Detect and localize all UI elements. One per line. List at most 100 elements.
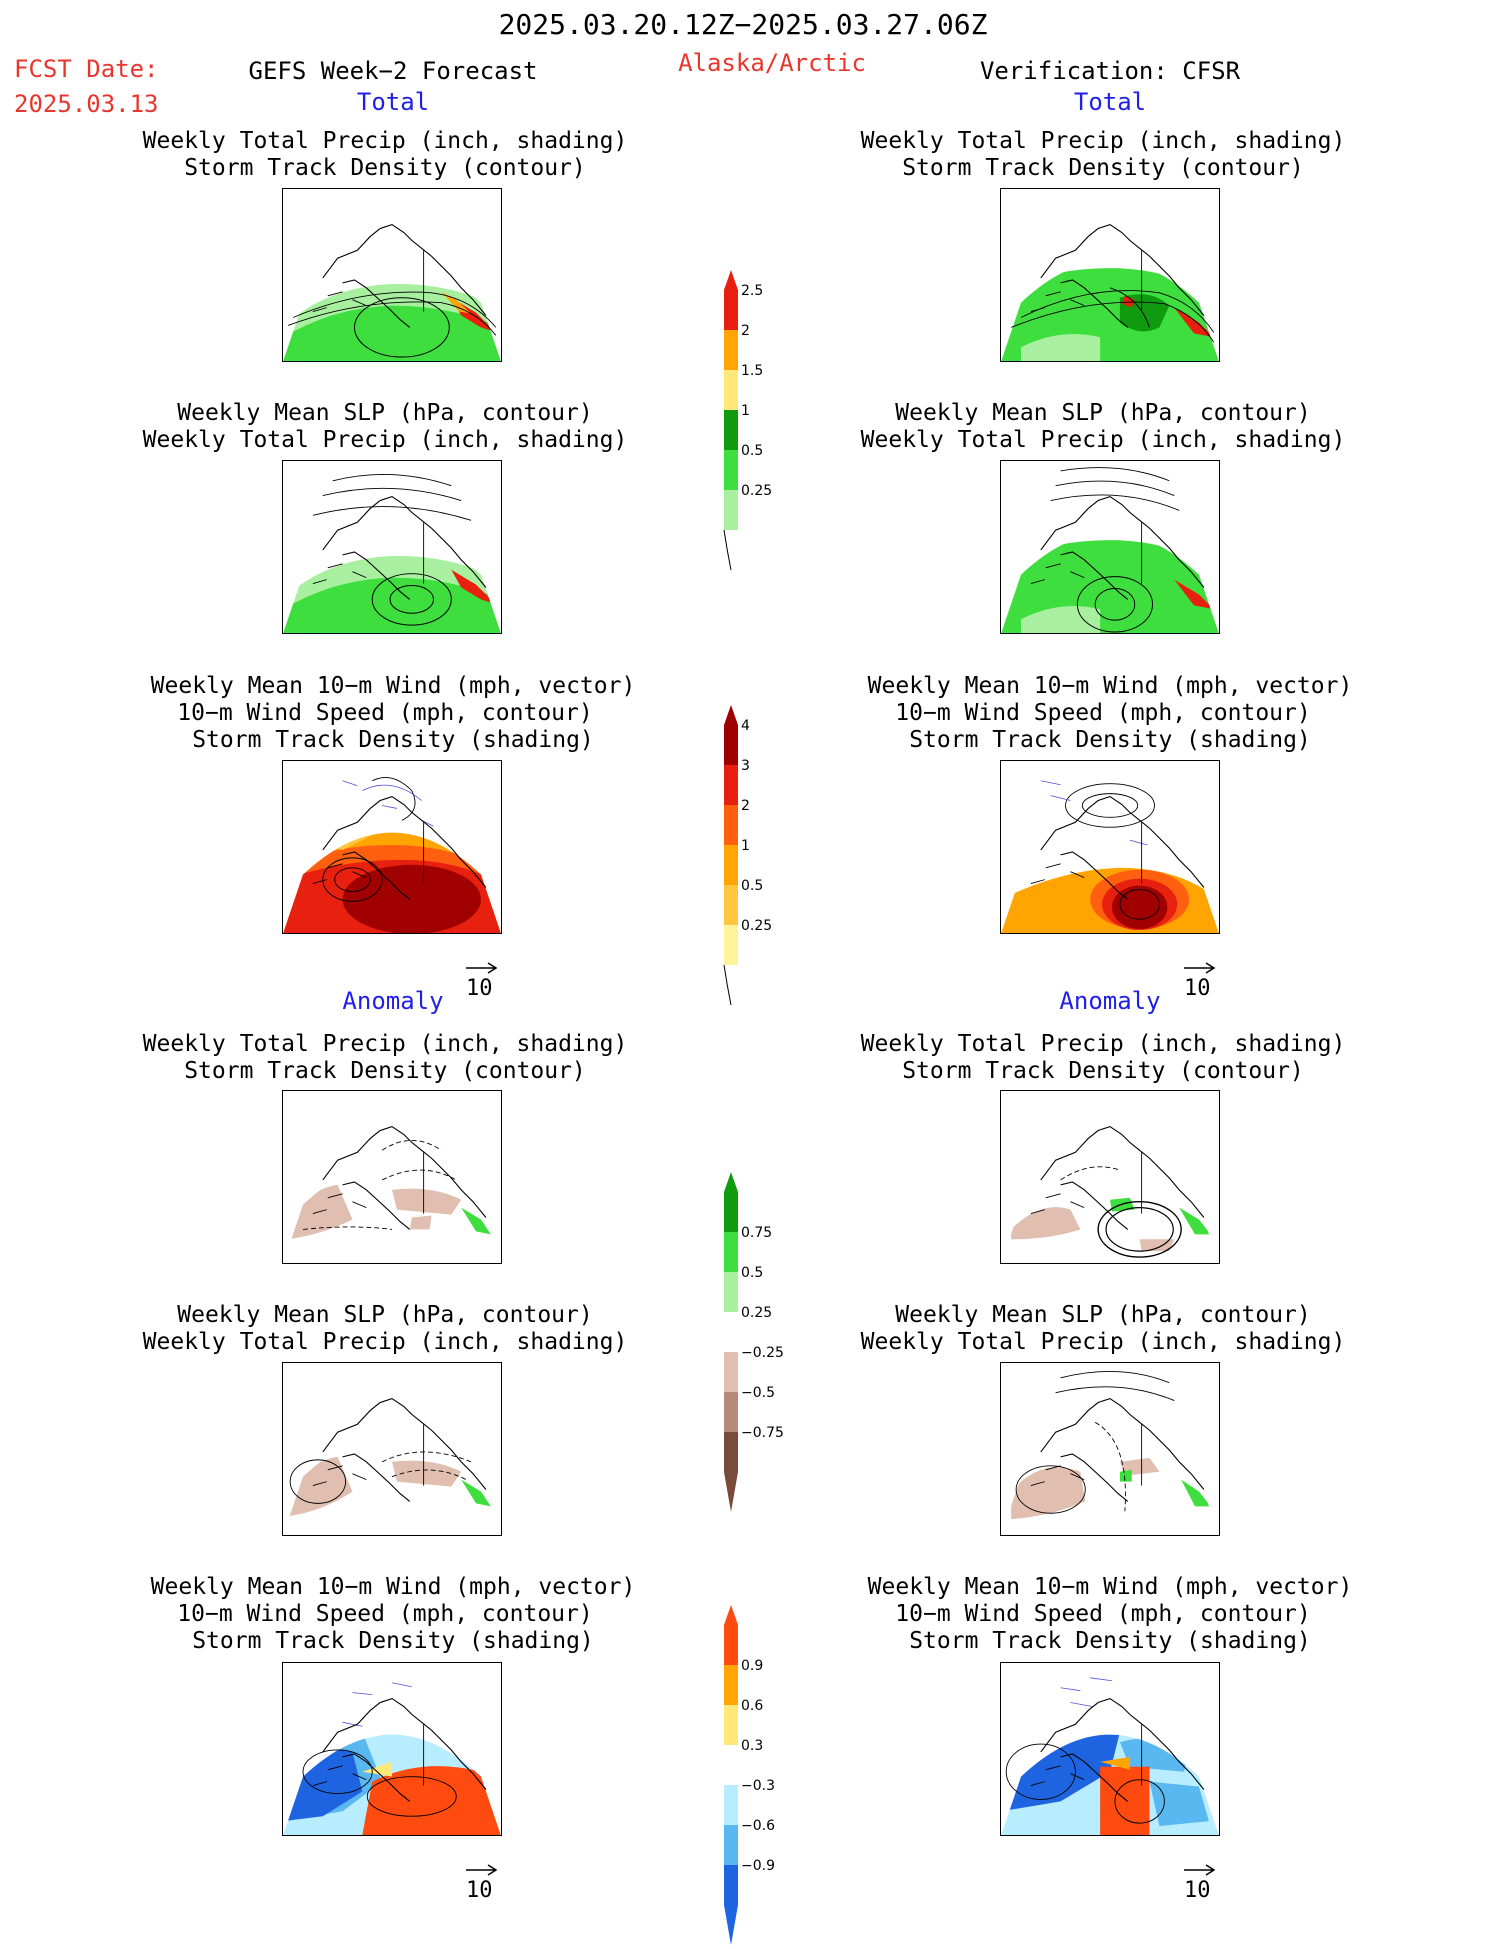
arrow-right-icon <box>466 960 498 976</box>
colorbar-segment <box>724 1705 738 1745</box>
title-r5-right-1: Weekly Mean SLP (hPa, contour) <box>895 1302 1310 1328</box>
colorbar-segment <box>724 765 738 805</box>
colorbar-tick-label: 0.25 <box>741 1305 772 1321</box>
map-anom-precip-storm-verification <box>1000 1090 1220 1264</box>
verification-label: Verification: CFSR <box>980 58 1240 84</box>
title-r3-right-3: Storm Track Density (shading) <box>909 727 1311 753</box>
colorbar-segment <box>724 490 738 530</box>
colorbar-tick-label: −0.25 <box>741 1345 784 1361</box>
section-total-left: Total <box>357 89 429 115</box>
colorbar-storm-anom: 0.9 0.6 0.3 −0.3 −0.6 −0.9 <box>724 1605 794 1949</box>
colorbar-tick-label: 2 <box>741 798 750 814</box>
colorbar-segment <box>724 1352 738 1392</box>
vector-ref-label: 10 <box>466 976 493 1001</box>
colorbar-tick-label: 0.3 <box>741 1738 763 1754</box>
arrow-right-icon <box>1184 1862 1216 1878</box>
colorbar-tick-label: 2.5 <box>741 283 763 299</box>
map-total-wind-storm-forecast <box>282 760 502 934</box>
colorbar-top-tip <box>724 705 738 725</box>
map-anom-precip-storm-forecast <box>282 1090 502 1264</box>
colorbar-tick-label: 0.5 <box>741 1265 763 1281</box>
title-r2-right-2: Weekly Total Precip (inch, shading) <box>861 427 1346 453</box>
colorbar-tick-label: −0.75 <box>741 1425 784 1441</box>
colorbar-tick-label: 0.25 <box>741 918 772 934</box>
colorbar-bottom-tip <box>724 1472 738 1512</box>
map-anom-slp-precip-verification <box>1000 1362 1220 1536</box>
arrow-right-icon <box>466 1862 498 1878</box>
map-total-wind-storm-verification <box>1000 760 1220 934</box>
colorbar-segment <box>724 370 738 410</box>
colorbar-segment <box>724 1865 738 1905</box>
colorbar-tick-label: 0.75 <box>741 1225 772 1241</box>
colorbar-segment <box>724 925 738 965</box>
title-r1-left-1: Weekly Total Precip (inch, shading) <box>143 128 628 154</box>
title-r4-left-2: Storm Track Density (contour) <box>184 1058 586 1084</box>
forecast-period: 2025.03.20.12Z−2025.03.27.06Z <box>499 12 988 38</box>
title-r6-left-3: Storm Track Density (shading) <box>192 1628 594 1654</box>
colorbar-top-tip <box>724 1605 738 1625</box>
colorbar-tick-label: 2 <box>741 323 750 339</box>
title-r2-left-2: Weekly Total Precip (inch, shading) <box>143 427 628 453</box>
map-anom-wind-storm-verification <box>1000 1662 1220 1836</box>
colorbar-segment <box>724 1625 738 1665</box>
title-r5-left-2: Weekly Total Precip (inch, shading) <box>143 1329 628 1355</box>
colorbar-tick-label: 0.5 <box>741 878 763 894</box>
colorbar-segment <box>724 1192 738 1232</box>
storm_total-svg: 4 3 2 1 0.5 0.25 <box>724 705 794 1005</box>
map-total-precip-storm-verification <box>1000 188 1220 362</box>
colorbar-segment <box>724 1785 738 1825</box>
title-r6-right-2: 10−m Wind Speed (mph, contour) <box>895 1601 1310 1627</box>
vector-ref-r6-left: 10 <box>466 1862 498 1903</box>
title-r5-right-2: Weekly Total Precip (inch, shading) <box>861 1329 1346 1355</box>
colorbar-storm-total: 4 3 2 1 0.5 0.25 <box>724 705 794 1009</box>
colorbar-tick-label: 1.5 <box>741 363 763 379</box>
storm_anom-svg: 0.9 0.6 0.3 −0.3 −0.6 −0.9 <box>724 1605 794 1945</box>
colorbar-segment <box>724 1392 738 1432</box>
region-name: Alaska/Arctic <box>678 50 866 76</box>
colorbar-tick-label: −0.6 <box>741 1818 775 1834</box>
title-r3-left-2: 10−m Wind Speed (mph, contour) <box>177 700 592 726</box>
map-total-slp-precip-forecast <box>282 460 502 634</box>
colorbar-segment <box>724 1232 738 1272</box>
colorbar-segment <box>724 410 738 450</box>
colorbar-precip-total: 2.5 2 1.5 1 0.5 0.25 <box>724 270 794 574</box>
vector-ref-r3-right: 10 <box>1184 960 1216 1001</box>
colorbar-segment <box>724 885 738 925</box>
colorbar-segment <box>724 1432 738 1472</box>
colorbar-top-tip <box>724 1172 738 1192</box>
fcst-date-value: 2025.03.13 <box>14 91 159 117</box>
title-r2-left-1: Weekly Mean SLP (hPa, contour) <box>177 400 592 426</box>
colorbar-segment <box>724 1745 738 1785</box>
title-r1-left-2: Storm Track Density (contour) <box>184 155 586 181</box>
colorbar-segment <box>724 805 738 845</box>
colorbar-segment <box>724 725 738 765</box>
title-r6-left-2: 10−m Wind Speed (mph, contour) <box>177 1601 592 1627</box>
title-r6-left-1: Weekly Mean 10−m Wind (mph, vector) <box>151 1574 636 1600</box>
section-anomaly-right: Anomaly <box>1059 988 1160 1014</box>
title-r2-right-1: Weekly Mean SLP (hPa, contour) <box>895 400 1310 426</box>
colorbar-precip-anom: 0.75 0.5 0.25 −0.25 −0.5 −0.75 <box>724 1172 794 1516</box>
title-r4-left-1: Weekly Total Precip (inch, shading) <box>143 1031 628 1057</box>
colorbar-bottom-tip <box>724 965 731 1005</box>
vector-ref-label: 10 <box>466 1878 493 1903</box>
title-r1-right-1: Weekly Total Precip (inch, shading) <box>861 128 1346 154</box>
map-total-slp-precip-verification <box>1000 460 1220 634</box>
section-total-right: Total <box>1074 89 1146 115</box>
colorbar-segment <box>724 1665 738 1705</box>
model-name: GEFS Week−2 Forecast <box>249 58 538 84</box>
colorbar-tick-label: 0.25 <box>741 483 772 499</box>
colorbar-tick-label: 0.9 <box>741 1658 763 1674</box>
title-r3-right-1: Weekly Mean 10−m Wind (mph, vector) <box>868 673 1353 699</box>
map-anom-wind-storm-forecast <box>282 1662 502 1836</box>
arrow-right-icon <box>1184 960 1216 976</box>
title-r3-left-3: Storm Track Density (shading) <box>192 727 594 753</box>
colorbar-segment <box>724 1825 738 1865</box>
map-anom-slp-precip-forecast <box>282 1362 502 1536</box>
fcst-date-label: FCST Date: <box>14 56 159 82</box>
colorbar-segment <box>724 1312 738 1352</box>
colorbar-bottom-tip <box>724 530 731 570</box>
title-r3-left-1: Weekly Mean 10−m Wind (mph, vector) <box>151 673 636 699</box>
title-r6-right-3: Storm Track Density (shading) <box>909 1628 1311 1654</box>
title-r1-right-2: Storm Track Density (contour) <box>902 155 1304 181</box>
colorbar-tick-label: 1 <box>741 403 750 419</box>
